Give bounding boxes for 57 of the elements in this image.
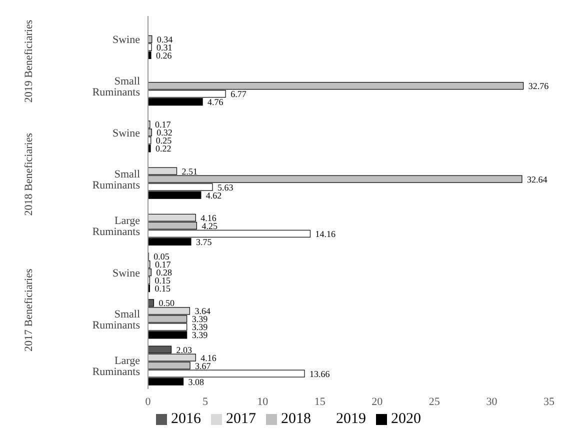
data-label: 4.76 xyxy=(208,97,224,108)
data-label: 3.39 xyxy=(192,330,208,340)
legend-label: 2016 xyxy=(171,411,201,427)
data-label: 13.66 xyxy=(310,368,330,379)
data-label: 0.34 xyxy=(156,34,174,44)
legend-label: 2017 xyxy=(226,411,256,427)
data-label: 3.64 xyxy=(194,306,211,316)
data-label: 32.76 xyxy=(528,81,550,92)
y-tick-label: Swine xyxy=(112,127,140,140)
text: 2019 Beneficiaries xyxy=(23,20,35,103)
text: 2018 Beneficiaries xyxy=(23,132,35,216)
data-label: 6.77 xyxy=(230,89,247,100)
data-label: 0.15 xyxy=(154,284,171,294)
data-label: 0.17 xyxy=(154,120,172,130)
data-label: 2.03 xyxy=(176,344,193,355)
data-label: 0.22 xyxy=(156,144,172,154)
data-label: 0.15 xyxy=(154,276,171,286)
text: 2017 Beneficiaries xyxy=(23,268,35,352)
x-tick-label: 25 xyxy=(428,396,440,408)
data-label: 4.16 xyxy=(200,212,217,223)
data-label: 3.08 xyxy=(188,376,205,387)
data-label: 0.50 xyxy=(158,298,175,308)
data-label: 4.25 xyxy=(202,220,218,231)
data-label: 14.16 xyxy=(315,228,336,239)
y-tick-label: Swine xyxy=(112,267,140,280)
data-label: 32.64 xyxy=(526,174,548,184)
data-label: 0.31 xyxy=(156,42,172,52)
data-label: 0.28 xyxy=(156,268,172,278)
y-tick-label: Small Ruminants xyxy=(92,308,140,332)
y-tick-label: Small Ruminants xyxy=(92,168,140,192)
data-label: 0.32 xyxy=(156,128,172,138)
data-label: 3.39 xyxy=(192,322,208,332)
y-tick-label: Small Ruminants xyxy=(92,75,140,98)
data-label: 2.51 xyxy=(182,166,198,176)
data-label: 3.67 xyxy=(195,360,212,371)
y-tick-label: Large Ruminants xyxy=(92,355,140,378)
data-label: 0.25 xyxy=(156,136,172,146)
x-tick-label: 15 xyxy=(314,396,326,408)
data-label: 0.05 xyxy=(154,252,170,262)
y-tick-label: Large Ruminants xyxy=(92,215,140,238)
text: 2019 xyxy=(336,411,366,427)
y-tick-label: Swine xyxy=(112,34,140,46)
data-label: 5.63 xyxy=(218,182,234,192)
data-label: 3.75 xyxy=(196,236,212,247)
x-tick-label: 20 xyxy=(372,396,384,408)
data-label: 3.39 xyxy=(192,314,208,324)
data-label: 4.16 xyxy=(200,352,217,363)
x-tick-label: 30 xyxy=(486,396,498,408)
x-tick-label: 0 xyxy=(145,396,152,408)
data-label: 4.62 xyxy=(206,190,222,200)
legend-label: 2020 xyxy=(391,411,421,427)
x-tick-label: 35 xyxy=(544,396,555,408)
x-tick-label: 10 xyxy=(257,396,269,408)
data-label: 0.26 xyxy=(156,50,172,60)
legend-label: 2018 xyxy=(281,411,311,427)
data-label: 0.17 xyxy=(154,260,172,270)
x-tick-label: 5 xyxy=(202,396,209,408)
